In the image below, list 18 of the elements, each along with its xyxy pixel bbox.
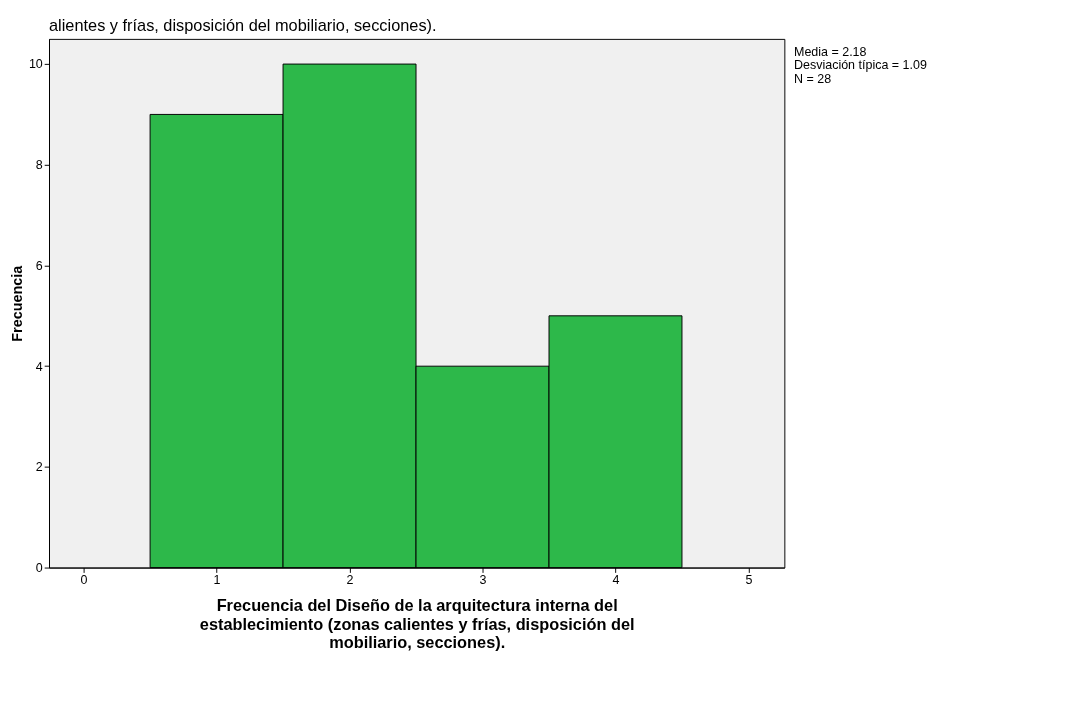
y-tick-label: 0 <box>35 560 43 575</box>
y-axis-title: Frecuencia <box>9 264 26 342</box>
text: N = 28 <box>793 71 832 86</box>
y-tick-label: 10 <box>28 57 43 72</box>
chart-title: alientes y frías, disposición del mobiliario, secciones). <box>49 16 437 35</box>
y-tick-label: 8 <box>35 158 43 173</box>
x-tick-label: 2 <box>346 573 354 588</box>
text: Desviación típica = 1.09 <box>793 58 927 73</box>
x-tick-label: 1 <box>213 573 221 588</box>
x-tick-label: 0 <box>80 573 88 588</box>
y-tick-label: 2 <box>35 460 43 475</box>
x-tick-label: 3 <box>479 573 487 588</box>
x-tick-label: 4 <box>612 573 620 588</box>
x-tick-label: 5 <box>745 573 753 588</box>
text: Media = 2.18 <box>793 45 867 60</box>
y-tick-label: 6 <box>35 258 43 273</box>
y-tick-label: 4 <box>35 359 43 374</box>
x-axis-title: Frecuencia del Diseño de la arquitectura interna del establecimiento (zonas calientes y frías, disposición del mobiliario, secciones). <box>199 596 635 651</box>
